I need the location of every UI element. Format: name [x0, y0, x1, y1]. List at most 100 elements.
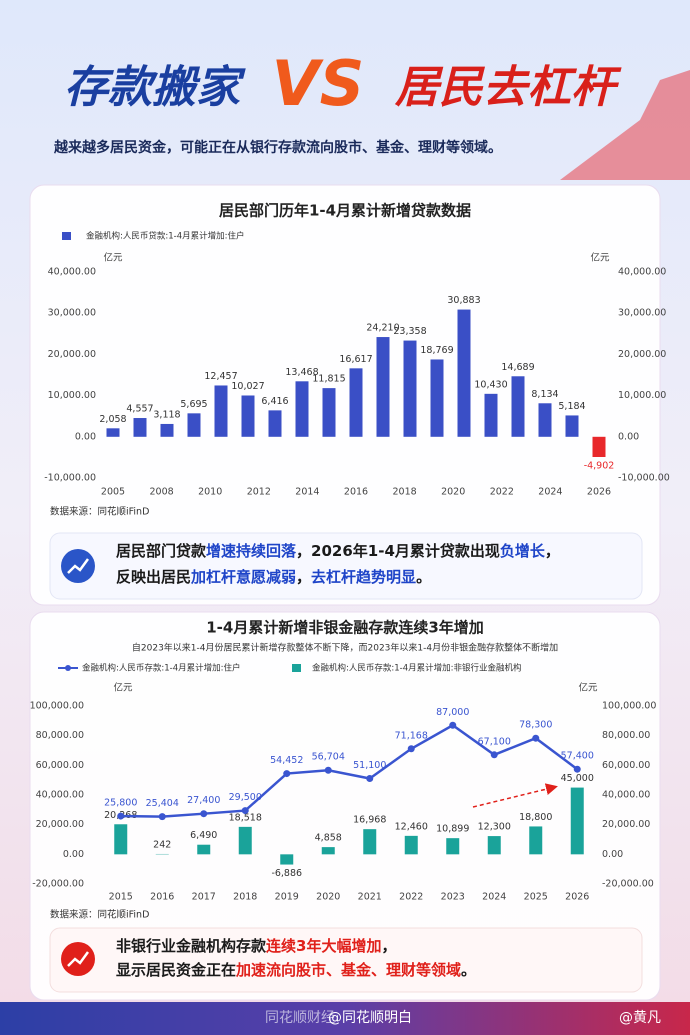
x-tick-label: 2026 [565, 892, 589, 903]
value-label: 12,300 [478, 822, 511, 833]
chart-subtitle: 自2023年以来1-4月份居民累计新增存款整体不断下降，而2023年以来1-4月… [132, 642, 558, 654]
note-text: 反映出居民加杠杆意愿减弱，去杠杆趋势明显。 [116, 568, 431, 586]
note-segment: 反映出居民 [116, 568, 191, 586]
value-label: 10,430 [474, 379, 507, 390]
x-tick-label: 2024 [482, 892, 506, 903]
note-segment: 加速流向股市、基金、理财等领域 [235, 961, 461, 979]
bar [241, 395, 255, 437]
note-segment: ，2026年1-4月累计贷款出现 [296, 542, 500, 560]
point [490, 751, 498, 759]
x-tick-label: 2023 [441, 892, 465, 903]
note-icon-glyph [67, 558, 90, 574]
x-tick-label: 2015 [109, 892, 133, 903]
value-label: 57,400 [561, 751, 594, 762]
y-axis-unit: 亿元 [113, 682, 133, 694]
value-label: 51,100 [353, 760, 386, 771]
y2-axis-unit: 亿元 [578, 682, 598, 694]
value-label: 14,689 [501, 362, 534, 373]
value-label: 71,168 [395, 730, 428, 741]
value-label: 13,468 [285, 367, 318, 378]
title-right: 居民去杠杆 [394, 62, 622, 113]
x-tick-label: 2026 [587, 487, 611, 498]
y2-tick-label: -20,000.00 [602, 879, 654, 890]
value-label: 67,100 [478, 736, 511, 747]
bar [238, 826, 252, 855]
point [532, 734, 540, 742]
point [117, 812, 125, 820]
subtitle: 越来越多居民资金，可能正在从银行存款流向股市、基金、理财等领域。 [53, 139, 502, 156]
bar [570, 787, 584, 855]
point [407, 745, 415, 753]
y2-tick-label: 40,000.00 [618, 267, 666, 278]
x-tick-label: 2014 [295, 487, 319, 498]
footer-bar [0, 1002, 690, 1035]
note-segment: 去杠杆趋势明显 [311, 568, 416, 586]
y-axis-unit: 亿元 [103, 252, 123, 264]
y-tick-label: 10,000.00 [48, 390, 96, 401]
legend-label: 金融机构:人民币存款:1-4月累计增加:住户 [82, 663, 240, 674]
bar [403, 340, 417, 437]
value-label: 30,883 [447, 295, 480, 306]
bar [197, 844, 211, 855]
x-tick-label: 2008 [150, 487, 174, 498]
value-label: 3,118 [153, 409, 180, 420]
legend-swatch [292, 664, 301, 672]
x-tick-label: 2019 [275, 892, 299, 903]
value-label: 12,460 [395, 821, 428, 832]
value-label: 5,184 [558, 401, 585, 412]
value-label: 10,027 [231, 381, 264, 392]
note-icon [61, 549, 95, 583]
line [120, 723, 578, 818]
y-tick-label: 60,000.00 [36, 760, 84, 771]
note-segment: ， [545, 542, 560, 560]
value-label: 242 [153, 839, 171, 850]
y-tick-label: 40,000.00 [36, 790, 84, 801]
legend-swatch [62, 232, 71, 240]
value-label: 18,518 [229, 812, 262, 823]
bar [214, 385, 228, 437]
y-tick-label: -20,000.00 [32, 879, 84, 890]
x-tick-label: 2025 [524, 892, 548, 903]
bar [363, 829, 377, 855]
y-tick-label: 20,000.00 [48, 349, 96, 360]
bar [430, 359, 444, 437]
bar [446, 838, 460, 855]
y-tick-label: 80,000.00 [36, 730, 84, 741]
y2-tick-label: 100,000.00 [602, 701, 656, 712]
value-label: 12,457 [204, 371, 237, 382]
bar [511, 376, 525, 437]
chart-title: 居民部门历年1-4月累计新增贷款数据 [219, 202, 471, 220]
value-label: 4,557 [126, 404, 153, 415]
x-tick-label: 2020 [316, 892, 340, 903]
bar [487, 836, 501, 855]
value-label: -4,902 [584, 460, 615, 471]
footer-middle: @同花顺明白 [328, 1010, 412, 1026]
bar [160, 423, 174, 437]
value-label: 25,800 [104, 798, 137, 809]
note-segment: 居民部门贷款 [116, 542, 207, 560]
bar [187, 413, 201, 437]
y2-tick-label: 0.00 [602, 849, 623, 860]
source: 数据来源：同花顺iFinD [50, 506, 149, 518]
note-segment: 负增长 [500, 542, 546, 560]
bar [457, 309, 471, 437]
note-segment: 显示居民资金正在 [116, 961, 236, 979]
bar [322, 388, 336, 437]
note-icon [61, 942, 95, 976]
value-label: 5,695 [180, 399, 207, 410]
bar [529, 826, 543, 855]
bar [280, 854, 294, 865]
bar [592, 436, 606, 457]
value-label: 78,300 [519, 720, 552, 731]
value-label: 54,452 [270, 755, 303, 766]
y2-tick-label: 80,000.00 [602, 730, 650, 741]
y-tick-label: 0.00 [75, 431, 96, 442]
title-vs: VS [272, 47, 365, 120]
bar [376, 337, 390, 437]
point [241, 807, 249, 815]
decor-arrow [560, 70, 690, 180]
bar [538, 403, 552, 437]
y2-tick-label: 20,000.00 [602, 819, 650, 830]
bar [106, 428, 120, 437]
